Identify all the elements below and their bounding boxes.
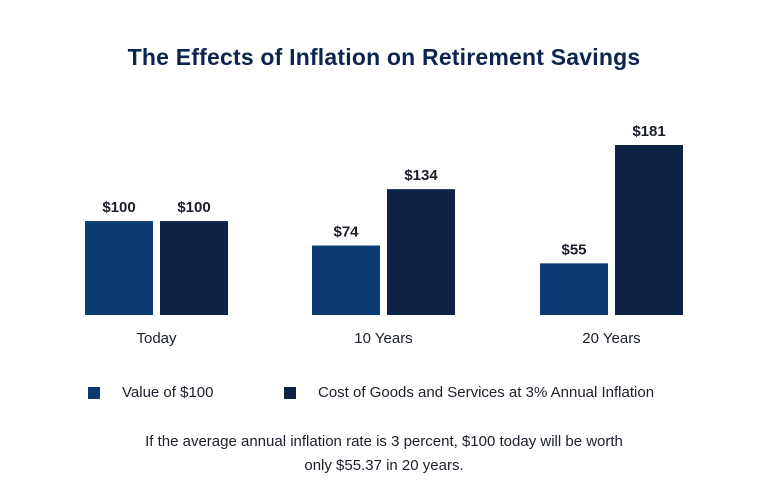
annotation-line-2: only $55.37 in 20 years. bbox=[304, 457, 464, 474]
legend-item-value: Value of $100 bbox=[88, 384, 213, 401]
legend: Value of $100 Cost of Goods and Services… bbox=[0, 384, 768, 406]
bar-value-0 bbox=[85, 221, 153, 315]
data-label-cost-2: $181 bbox=[632, 123, 665, 140]
data-label-value-1: $74 bbox=[333, 223, 359, 240]
bar-cost-2 bbox=[615, 145, 683, 315]
category-label-2: 20 Years bbox=[582, 330, 640, 347]
bar-cost-0 bbox=[160, 221, 228, 315]
category-label-0: Today bbox=[136, 330, 177, 347]
bar-value-1 bbox=[312, 245, 380, 315]
data-label-value-0: $100 bbox=[102, 199, 135, 216]
category-label-1: 10 Years bbox=[354, 330, 412, 347]
bar-value-2 bbox=[540, 263, 608, 315]
data-label-cost-1: $134 bbox=[404, 167, 438, 184]
annotation-line-1: If the average annual inflation rate is … bbox=[145, 433, 623, 450]
data-label-value-2: $55 bbox=[561, 241, 586, 258]
chart-annotation: If the average annual inflation rate is … bbox=[0, 430, 768, 478]
legend-label-cost: Cost of Goods and Services at 3% Annual … bbox=[318, 384, 655, 401]
chart-title: The Effects of Inflation on Retirement S… bbox=[127, 44, 641, 70]
bar-cost-1 bbox=[387, 189, 455, 315]
bar-chart: $100 $100 Today $74 $134 10 Years $55 $181 20 Ye… bbox=[85, 123, 683, 347]
legend-swatch-value bbox=[88, 386, 100, 399]
legend-label-value: Value of $100 bbox=[122, 384, 214, 401]
legend-swatch-cost bbox=[284, 386, 296, 399]
data-label-cost-0: $100 bbox=[177, 199, 210, 216]
legend-item-cost: Cost of Goods and Services at 3% Annual … bbox=[284, 384, 654, 401]
